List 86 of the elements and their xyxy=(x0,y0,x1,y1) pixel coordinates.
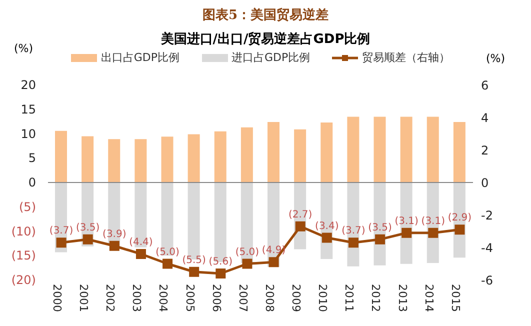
y-tick-label: 20 xyxy=(20,78,36,92)
bar xyxy=(108,139,120,182)
chart-title: 图表5：美国贸易逆差 xyxy=(201,8,330,24)
bar xyxy=(134,139,147,182)
point xyxy=(428,228,438,238)
x-tick-label: 2014 xyxy=(422,284,436,312)
x-tick-label: 2010 xyxy=(316,284,330,312)
y2-tick-label: 4 xyxy=(481,110,489,125)
point xyxy=(189,266,200,277)
x-tick-label: 2009 xyxy=(290,284,303,312)
y-tick-label: 10 xyxy=(20,126,36,141)
bar xyxy=(240,127,253,182)
point xyxy=(216,268,226,278)
y2-tick-label: -4 xyxy=(481,240,493,255)
data-label: (3.7) xyxy=(342,226,366,237)
bar xyxy=(453,122,466,182)
point xyxy=(82,234,93,244)
y-axis-title: (%) xyxy=(14,42,34,55)
bar xyxy=(82,136,94,182)
y2-tick-label: 0 xyxy=(481,176,489,190)
x-tick-label: 2008 xyxy=(262,284,276,312)
x-tick-label: 2000 xyxy=(50,284,64,312)
point xyxy=(322,232,332,243)
point xyxy=(136,249,146,259)
bar xyxy=(294,129,306,182)
legend-label: 进口占GDP比例 xyxy=(232,50,310,65)
data-label: (3.1) xyxy=(421,216,446,227)
bar xyxy=(268,122,280,182)
point xyxy=(268,257,279,268)
legend-label: 贸易顺差（右轴） xyxy=(362,50,450,65)
x-tick-label: 2004 xyxy=(156,284,170,312)
data-label: (3.9) xyxy=(102,228,126,240)
bar xyxy=(374,116,386,182)
data-label: (5.6) xyxy=(208,256,233,268)
bar xyxy=(347,116,360,182)
x-tick-label: 2011 xyxy=(342,284,356,312)
x-tick-label: 2015 xyxy=(448,284,462,312)
data-label: (5.0) xyxy=(235,246,260,258)
y2-axis-title: (%) xyxy=(486,52,505,65)
data-label: (3.7) xyxy=(49,226,74,237)
x-tick-label: 2005 xyxy=(183,284,196,312)
y-tick-label: (5) xyxy=(19,200,36,214)
data-label: (5.5) xyxy=(182,254,206,266)
bar xyxy=(55,130,67,182)
x-tick-label: 2007 xyxy=(236,284,250,312)
y2-tick-label: 6 xyxy=(481,78,489,92)
data-label: (3.1) xyxy=(394,216,419,227)
point xyxy=(295,221,306,232)
y2-tick-label: 2 xyxy=(481,143,489,158)
bar xyxy=(320,122,333,182)
x-tick-label: 2012 xyxy=(369,284,382,312)
y-tick-label: 0 xyxy=(28,176,36,190)
y2-tick-label: -6 xyxy=(481,273,493,288)
data-label: (5.0) xyxy=(156,246,180,258)
x-tick-label: 2002 xyxy=(104,284,117,312)
bar xyxy=(188,134,200,182)
point xyxy=(375,234,386,244)
bar xyxy=(161,136,174,182)
point xyxy=(56,238,66,248)
data-label: (3.4) xyxy=(315,220,339,232)
bar xyxy=(214,131,226,182)
data-label: (3.5) xyxy=(368,222,392,234)
point xyxy=(402,228,412,238)
y-tick-label: 15 xyxy=(20,102,36,116)
data-label: (3.5) xyxy=(76,222,100,234)
x-tick-label: 2006 xyxy=(210,284,223,312)
data-label: (2.7) xyxy=(288,209,312,220)
x-tick-label: 2013 xyxy=(396,284,409,312)
data-label: (4.4) xyxy=(129,237,153,248)
point xyxy=(454,224,465,235)
y-tick-label: 5 xyxy=(28,151,36,166)
x-tick-label: 2001 xyxy=(77,284,90,312)
bar xyxy=(426,116,439,182)
point xyxy=(162,258,173,269)
y-tick-label: (15) xyxy=(11,248,36,263)
bar xyxy=(400,116,412,182)
point xyxy=(109,240,120,251)
x-tick-label: 2003 xyxy=(130,284,144,312)
point xyxy=(348,238,358,248)
legend-label: 出口占GDP比例 xyxy=(100,50,180,65)
point xyxy=(242,258,252,269)
y-tick-label: (20) xyxy=(11,273,36,287)
y2-tick-label: -2 xyxy=(481,208,493,222)
data-label: (2.9) xyxy=(448,212,472,224)
y-tick-label: (10) xyxy=(11,224,36,238)
chart-subtitle: 美国进口/出口/贸易逆差占GDP比例 xyxy=(160,32,370,47)
